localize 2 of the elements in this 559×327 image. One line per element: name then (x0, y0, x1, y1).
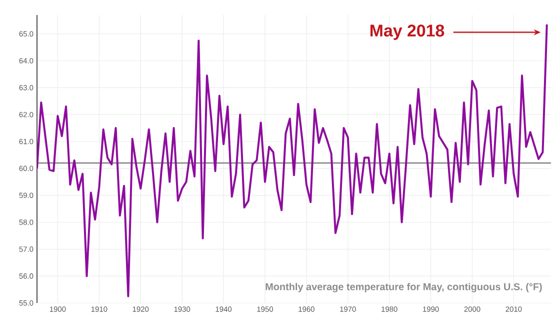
annotation: May 2018 (370, 24, 444, 40)
annotation: Monthly average temperature for May, contiguous U.S. (°F) (266, 282, 542, 292)
